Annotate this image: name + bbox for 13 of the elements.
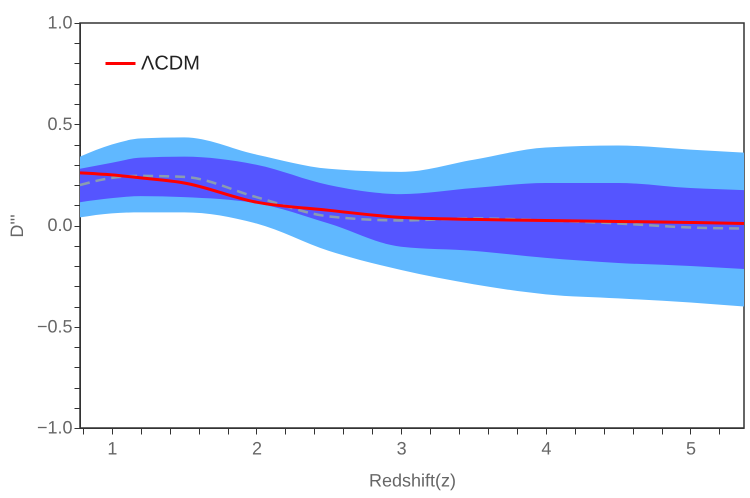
y-axis-title: D''': [6, 214, 27, 238]
y-tick-label: −1.0: [36, 418, 72, 438]
x-tick-label: 5: [686, 438, 696, 458]
y-tick-label: 0.5: [47, 114, 72, 134]
y-tick-label: −0.5: [36, 316, 72, 336]
x-tick-label: 3: [396, 438, 407, 458]
x-tick-label: 2: [252, 438, 262, 458]
x-tick-label: 4: [541, 438, 552, 458]
legend-label: ΛCDM: [141, 52, 200, 74]
y-tick-label: 1.0: [47, 12, 72, 32]
x-tick-label: 1: [107, 438, 118, 458]
x-axis-title: Redshift(z): [368, 470, 456, 490]
y-tick-label: 0.0: [47, 215, 72, 235]
